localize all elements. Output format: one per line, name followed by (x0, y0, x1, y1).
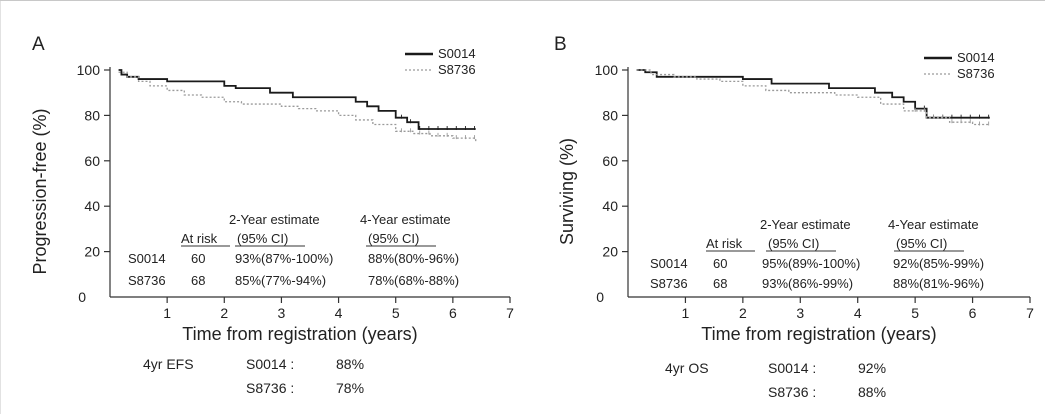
panel-b-origin-label: 0 (596, 289, 604, 305)
panel-b-letter: B (554, 34, 567, 55)
panel-b-table-row-2yr: 93%(86%-99%) (762, 276, 853, 291)
panel-a-series-s0014 (118, 69, 476, 130)
panel-a-table-row-name: S0014 (128, 251, 166, 266)
panel-a-table-header-at-risk: At risk (181, 231, 218, 246)
panel-b-series-s8736 (636, 69, 990, 126)
panel-a-x-tick-label: 3 (278, 305, 286, 321)
panel-a-table-row-4yr: 88%(80%-96%) (368, 251, 459, 266)
panel-a-table-row-2yr: 93%(87%-100%) (235, 251, 333, 266)
panel-a-x-tick-label: 1 (163, 305, 171, 321)
panel-b-table-header-at-risk: At risk (706, 236, 743, 251)
panel-b-x-axis-label: Time from registration (years) (701, 324, 936, 344)
panel-a-y-axis-label: Progression-free (%) (30, 108, 50, 274)
summary-a-row2-name: S8736 : (246, 380, 295, 396)
panel-b-table-row-2yr: 95%(89%-100%) (762, 256, 860, 271)
panel-a-legend-label-s0014: S0014 (438, 46, 476, 61)
summary-b-label: 4yr OS (665, 360, 709, 376)
panel-a-x-axis-label: Time from registration (years) (182, 324, 417, 344)
panel-b-series-s0014 (636, 69, 990, 119)
panel-a-legend-label-s8736: S8736 (438, 62, 476, 77)
summary-b-row2-name: S8736 : (768, 384, 817, 400)
panel-b-legend-label-s0014: S0014 (957, 50, 995, 65)
panel-a-table-row-name: S8736 (128, 273, 166, 288)
panel-a-table-header-4yr: 4-Year estimate (360, 212, 451, 227)
panel-b-table-header-4yr-ci: (95% CI) (896, 236, 947, 251)
panel-b-table-row-at-risk: 60 (713, 256, 727, 271)
panel-b-x-tick-label: 4 (854, 305, 862, 321)
panel-b-legend-label-s8736: S8736 (957, 66, 995, 81)
panel-a-x-tick-label: 7 (506, 305, 514, 321)
panel-b-x-tick-label: 3 (796, 305, 804, 321)
panel-b-y-tick-label: 20 (602, 244, 618, 260)
panel-a-table-header-2yr: 2-Year estimate (229, 212, 320, 227)
panel-a-letter: A (32, 34, 45, 55)
panel-b-table-row-4yr: 92%(85%-99%) (893, 256, 984, 271)
panel-a-table-header-2yr-ci: (95% CI) (237, 231, 288, 246)
panel-b-y-tick-label: 60 (602, 153, 618, 169)
summary-a-label: 4yr EFS (143, 356, 194, 372)
panel-a-y-tick-label: 40 (84, 198, 100, 214)
panel-a-x-tick-label: 2 (220, 305, 228, 321)
panel-a-table-row-at-risk: 68 (191, 273, 205, 288)
summary-a-row2-value: 78% (336, 380, 365, 396)
panel-b-table-header-2yr: 2-Year estimate (760, 217, 851, 232)
panel-a-y-tick-label: 60 (84, 153, 100, 169)
panel-a-y-tick-label: 80 (84, 107, 100, 123)
panel-b-table-header-4yr: 4-Year estimate (888, 217, 979, 232)
panel-a-y-tick-label: 100 (77, 62, 101, 78)
panel-b-x-tick-label: 6 (969, 305, 977, 321)
panel-a-table-header-4yr-ci: (95% CI) (368, 231, 419, 246)
panel-b-y-tick-label: 100 (595, 62, 619, 78)
panel-a-y-tick-label: 20 (84, 244, 100, 260)
panel-b-table-row-4yr: 88%(81%-96%) (893, 276, 984, 291)
panel-b-table-header-2yr-ci: (95% CI) (768, 236, 819, 251)
panel-a-x-tick-label: 5 (392, 305, 400, 321)
panel-b-y-tick-label: 40 (602, 198, 618, 214)
panel-b-x-tick-label: 2 (739, 305, 747, 321)
panel-b-table-row-name: S8736 (650, 276, 688, 291)
panel-a-series-s8736 (118, 71, 477, 143)
summary-b-row2-value: 88% (858, 384, 887, 400)
panel-b-table-row-name: S0014 (650, 256, 688, 271)
panel-a-x-tick-label: 4 (335, 305, 343, 321)
panel-b-table-row-at-risk: 68 (713, 276, 727, 291)
summary-a-row1-name: S0014 : (246, 356, 295, 372)
panel-b-x-tick-label: 7 (1026, 305, 1034, 321)
panel-b-x-tick-label: 1 (682, 305, 690, 321)
panel-b-x-tick-label: 5 (911, 305, 919, 321)
summary-b-row1-value: 92% (858, 360, 887, 376)
panel-a-table-row-4yr: 78%(68%-88%) (368, 273, 459, 288)
summary-b-row1-name: S0014 : (768, 360, 817, 376)
summary-a-row1-value: 88% (336, 356, 365, 372)
panel-a-table-row-2yr: 85%(77%-94%) (235, 273, 326, 288)
panel-a-x-tick-label: 6 (449, 305, 457, 321)
panel-b-y-tick-label: 80 (602, 107, 618, 123)
panel-a-origin-label: 0 (78, 289, 86, 305)
panel-b-y-axis-label: Surviving (%) (557, 138, 577, 245)
panel-a-table-row-at-risk: 60 (191, 251, 205, 266)
